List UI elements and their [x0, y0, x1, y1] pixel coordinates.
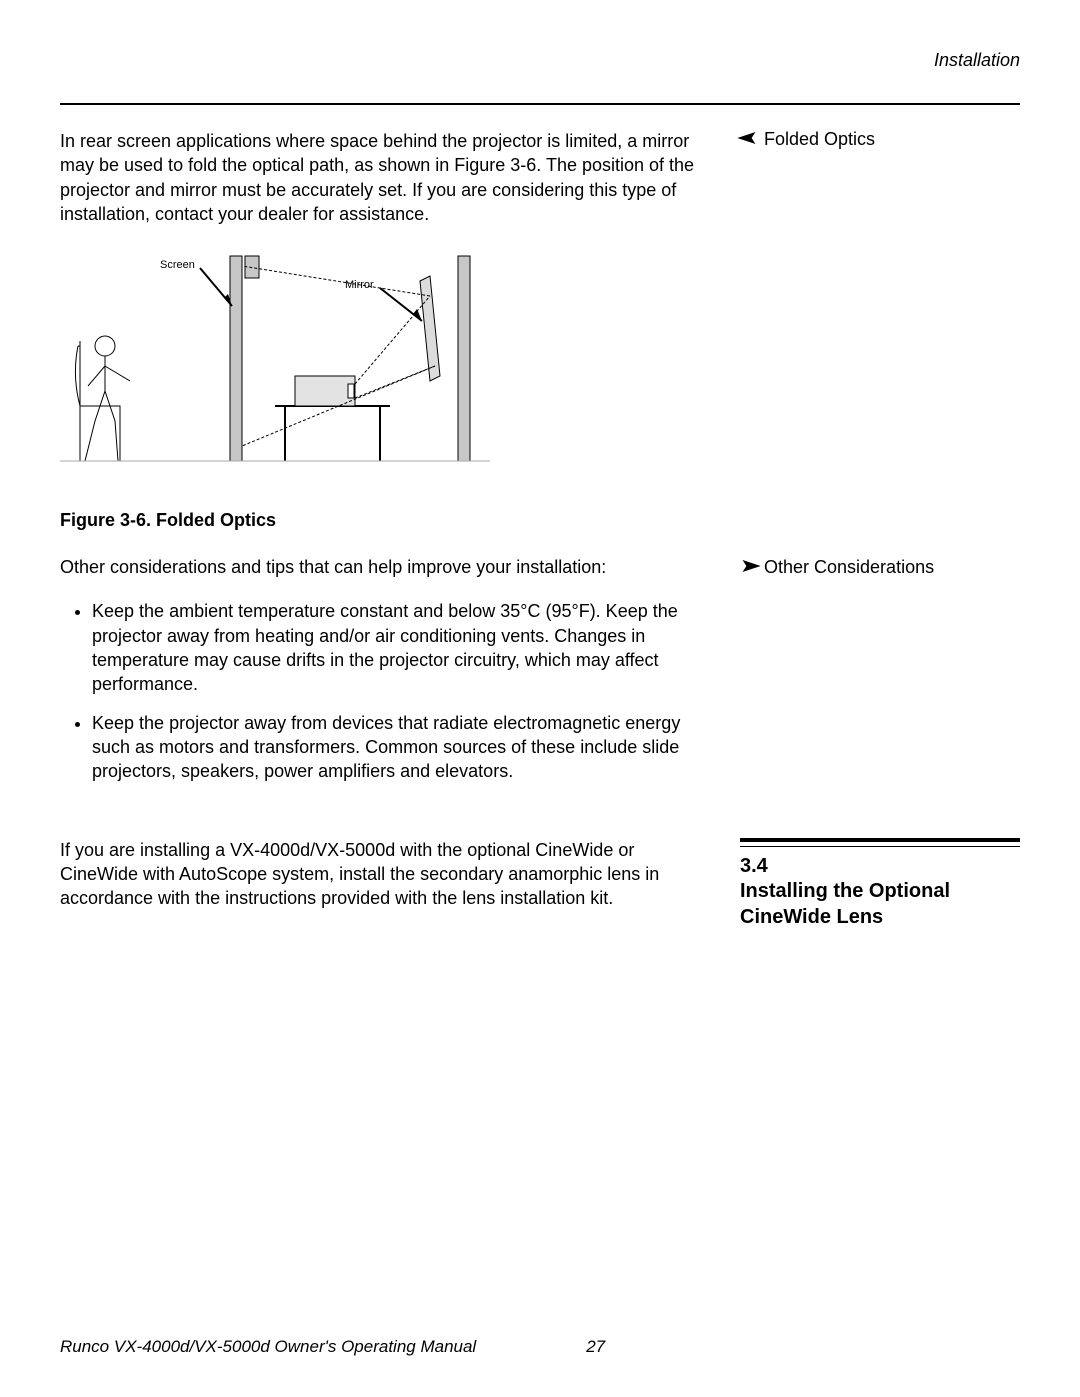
other-considerations-side-label: Other Considerations	[740, 557, 1020, 578]
manual-title: Runco VX-4000d/VX-5000d Owner's Operatin…	[60, 1337, 476, 1357]
list-item: Keep the ambient temperature constant an…	[92, 599, 710, 696]
pointer-left-icon	[737, 129, 760, 150]
list-item: Keep the projector away from devices tha…	[92, 711, 710, 784]
running-header: Installation	[60, 50, 1020, 71]
folded-optics-figure: Screen Mirror	[60, 246, 490, 486]
folded-optics-label-text: Folded Optics	[764, 129, 875, 150]
mirror-label: Mirror	[345, 279, 374, 291]
page-number: 27	[586, 1337, 605, 1357]
section-number: 3.4	[740, 855, 1020, 878]
pointer-left-icon	[737, 557, 760, 578]
other-considerations-intro: Other considerations and tips that can h…	[60, 555, 710, 579]
section-rule-thin	[740, 846, 1020, 847]
page-footer: Runco VX-4000d/VX-5000d Owner's Operatin…	[60, 1337, 1020, 1357]
figure-caption: Figure 3-6. Folded Optics	[60, 510, 710, 531]
folded-optics-side-label: Folded Optics	[740, 129, 1020, 150]
top-rule	[60, 103, 1020, 105]
section-3-4-paragraph: If you are installing a VX-4000d/VX-5000…	[60, 838, 710, 911]
folded-optics-paragraph: In rear screen applications where space …	[60, 129, 710, 226]
section-title: Installing the Optional CineWide Lens	[740, 878, 1020, 930]
section-rule-thick	[740, 838, 1020, 842]
other-considerations-label-text: Other Considerations	[764, 557, 934, 578]
other-considerations-list: Keep the ambient temperature constant an…	[60, 599, 710, 783]
screen-label: Screen	[160, 259, 195, 271]
